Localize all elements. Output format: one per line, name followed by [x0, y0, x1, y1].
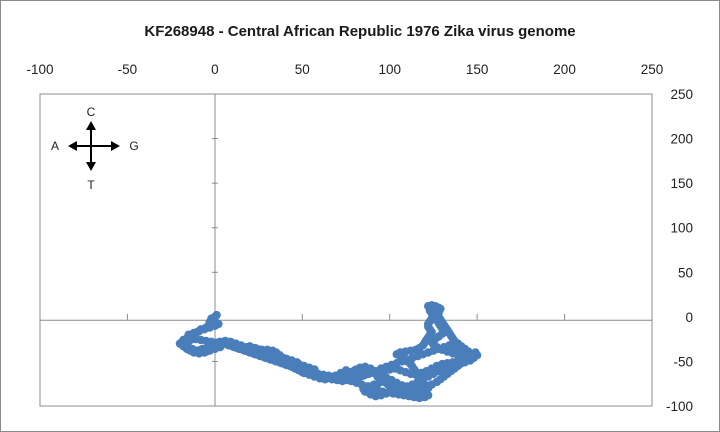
x-tick-label: 200	[553, 62, 576, 77]
data-point	[299, 368, 309, 378]
data-point	[292, 358, 302, 367]
y-axis-ticks: 250 200 150 100 50 0 -50 -100	[211, 87, 693, 414]
x-tick-label: 100	[378, 62, 401, 77]
compass-left-arrowhead	[68, 141, 77, 151]
plot-area	[39, 93, 653, 407]
y-tick-label: 150	[670, 176, 693, 191]
compass-down-arrowhead	[86, 162, 96, 171]
compass-up-label: C	[87, 105, 96, 119]
y-tick-label: 50	[678, 265, 693, 280]
y-tick-label: 250	[670, 87, 693, 102]
compass-down-label: T	[87, 178, 95, 192]
compass-right-label: G	[129, 139, 138, 153]
x-tick-label: 0	[211, 62, 219, 77]
data-point	[212, 310, 221, 320]
y-tick-label: 200	[670, 132, 693, 147]
x-axis-ticks: -100 -50 0 50 100 150 200 250	[26, 62, 663, 320]
data-point	[434, 303, 443, 313]
x-tick-label: 50	[295, 62, 310, 77]
data-point	[310, 365, 319, 374]
data-point	[215, 343, 225, 352]
compass-up-arrowhead	[86, 121, 96, 130]
y-tick-label: -50	[673, 354, 693, 369]
data-points	[175, 301, 482, 403]
compass-left-label: A	[51, 139, 59, 153]
x-tick-label: -50	[118, 62, 138, 77]
y-tick-label: 100	[670, 221, 693, 236]
nucleotide-compass: C A G T	[51, 105, 139, 192]
y-tick-label: -100	[666, 399, 693, 414]
x-tick-label: 250	[641, 62, 664, 77]
chart-title: KF268948 - Central African Republic 1976…	[144, 23, 575, 40]
compass-right-arrowhead	[111, 141, 120, 151]
y-tick-label: 0	[685, 310, 693, 325]
x-tick-label: 150	[466, 62, 489, 77]
x-tick-label: -100	[26, 62, 53, 77]
